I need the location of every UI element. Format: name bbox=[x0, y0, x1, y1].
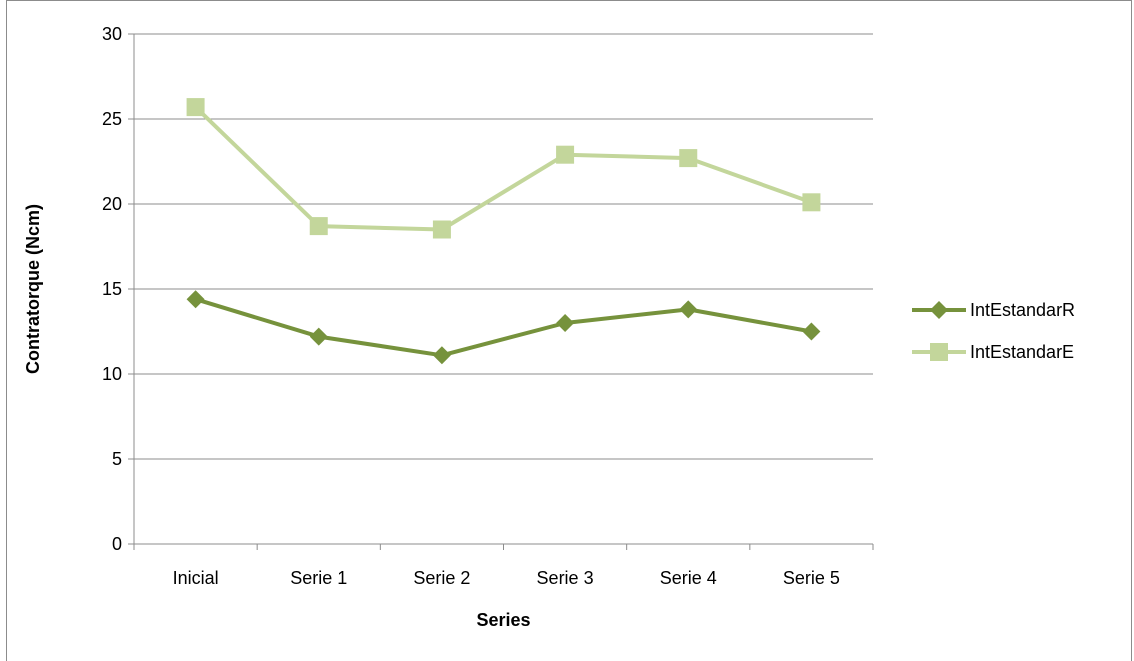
data-point bbox=[802, 322, 821, 341]
y-axis-ticks: 0 5 10 15 20 25 30 bbox=[102, 24, 134, 554]
y-tick-label: 5 bbox=[112, 449, 122, 469]
y-tick-label: 0 bbox=[112, 534, 122, 554]
series-line bbox=[195, 297, 812, 358]
x-tick-label: Inicial bbox=[173, 568, 219, 588]
x-tick-label: Serie 4 bbox=[660, 568, 717, 588]
data-point bbox=[186, 98, 205, 117]
y-tick-label: 30 bbox=[102, 24, 122, 44]
data-point bbox=[432, 220, 451, 239]
legend-entry: IntEstandarE bbox=[912, 342, 1074, 362]
data-point bbox=[309, 217, 328, 236]
data-point bbox=[679, 149, 698, 168]
series-line bbox=[194, 105, 813, 232]
series-layer bbox=[186, 98, 821, 365]
x-axis-title: Series bbox=[476, 610, 530, 630]
legend: IntEstandarR IntEstandarE bbox=[912, 300, 1075, 362]
y-axis-title: Contratorque (Ncm) bbox=[23, 204, 43, 374]
data-point bbox=[186, 290, 205, 309]
legend-entry: IntEstandarR bbox=[912, 300, 1075, 320]
x-tick-label: Serie 5 bbox=[783, 568, 840, 588]
data-point bbox=[309, 327, 328, 346]
data-point bbox=[556, 314, 575, 332]
data-point bbox=[432, 346, 451, 365]
series-IntEstandarR bbox=[186, 290, 821, 365]
x-axis-ticks: Inicial Serie 1 Serie 2 Serie 3 Serie 4 Serie… bbox=[133, 544, 874, 588]
y-tick-label: 15 bbox=[102, 279, 122, 299]
x-tick-label: Serie 1 bbox=[290, 568, 347, 588]
series-IntEstandarE bbox=[186, 98, 821, 239]
data-point bbox=[679, 300, 698, 319]
x-tick-label: Serie 3 bbox=[537, 568, 594, 588]
data-point bbox=[556, 145, 575, 164]
y-tick-label: 20 bbox=[102, 194, 122, 214]
y-tick-label: 10 bbox=[102, 364, 122, 384]
y-tick-label: 25 bbox=[102, 109, 122, 129]
legend-label: IntEstandarR bbox=[970, 300, 1075, 320]
legend-marker bbox=[930, 343, 948, 361]
legend-marker bbox=[930, 301, 948, 319]
legend-label: IntEstandarE bbox=[970, 342, 1074, 362]
data-point bbox=[802, 193, 821, 212]
x-tick-label: Serie 2 bbox=[413, 568, 470, 588]
gridlines bbox=[134, 33, 873, 460]
